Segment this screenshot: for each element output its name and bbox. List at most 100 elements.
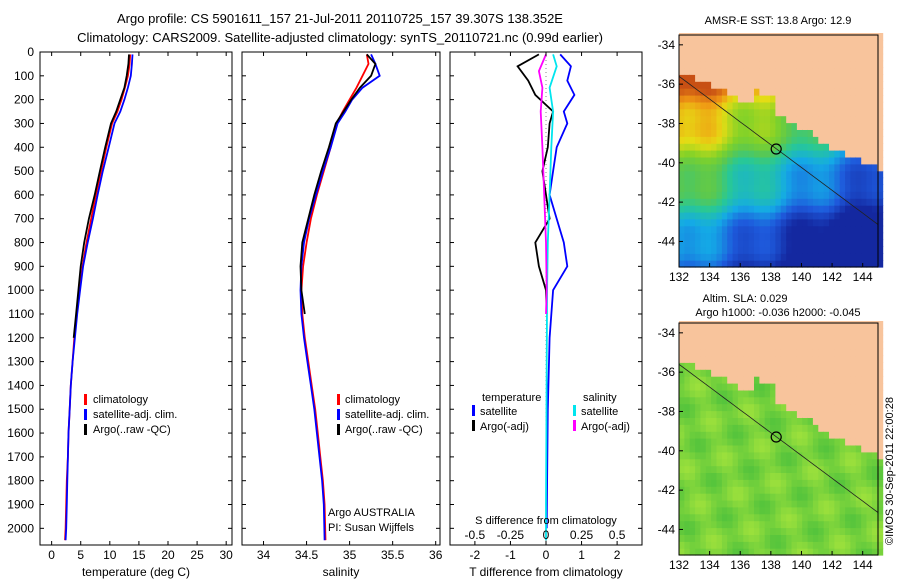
map-cell xyxy=(855,438,862,446)
map-cell xyxy=(759,355,766,363)
map-cell xyxy=(796,334,803,343)
map-cell xyxy=(754,156,760,165)
map-cell xyxy=(796,122,803,130)
map-cell xyxy=(754,369,760,377)
map-cell xyxy=(689,232,696,241)
map-cell xyxy=(866,60,873,69)
map-cell xyxy=(861,81,868,89)
depth-tick-label: 600 xyxy=(14,188,34,202)
map-cell xyxy=(823,53,830,62)
map-cell xyxy=(684,150,691,158)
map-cell xyxy=(855,493,862,501)
map-cell xyxy=(700,170,707,179)
map-cell xyxy=(877,205,884,213)
legend-s-satellite-label: satellite xyxy=(581,406,618,418)
map-cell xyxy=(855,39,862,48)
map-cell xyxy=(732,527,739,535)
map-cell xyxy=(764,156,771,165)
map-cell xyxy=(829,232,835,241)
map-cell xyxy=(737,355,744,363)
map-cell xyxy=(759,101,766,110)
map-cell xyxy=(764,143,771,151)
map-cell xyxy=(721,67,728,75)
map-cell xyxy=(823,355,830,363)
map-cell xyxy=(743,101,750,110)
map-cell xyxy=(705,499,712,508)
map-cell xyxy=(861,101,868,110)
map-cell xyxy=(689,389,696,398)
map-cell xyxy=(802,534,809,542)
map-cell xyxy=(818,150,825,158)
map-cell xyxy=(823,334,830,343)
map-cell xyxy=(796,362,803,370)
map-cell xyxy=(845,88,852,96)
map-cell xyxy=(759,95,766,103)
map-cell xyxy=(732,239,739,247)
map-cell xyxy=(823,156,830,165)
map-cell xyxy=(796,513,803,522)
map-cell xyxy=(743,136,750,144)
map-cell xyxy=(732,67,739,75)
map-cell xyxy=(775,60,782,69)
map-cell xyxy=(791,122,798,130)
map-cell xyxy=(737,239,744,247)
map-cell xyxy=(829,225,835,234)
map-cell xyxy=(877,239,884,247)
map-cell xyxy=(823,101,830,110)
map-cell xyxy=(780,327,787,336)
map-cell xyxy=(802,403,809,412)
map-cell xyxy=(796,424,803,432)
map-cell xyxy=(700,115,707,124)
map-cell xyxy=(732,493,739,501)
map-cell xyxy=(861,383,868,391)
map-cell xyxy=(737,67,744,75)
map-cell xyxy=(748,101,755,110)
map-cell xyxy=(737,431,744,439)
map-cell xyxy=(845,225,852,234)
map-cell xyxy=(705,101,712,110)
map-cell xyxy=(775,253,782,261)
map-cell xyxy=(700,60,707,69)
map-cell xyxy=(845,334,852,343)
map-cell xyxy=(861,376,868,384)
map-cell xyxy=(770,170,777,179)
map-cell xyxy=(796,198,803,206)
map-cell xyxy=(786,321,793,329)
map-cell xyxy=(861,486,868,494)
map-cell xyxy=(754,451,760,460)
map-cell xyxy=(754,355,760,363)
map-cell xyxy=(700,417,707,425)
map-cell xyxy=(796,191,803,199)
map-cell xyxy=(850,479,857,487)
map-cell xyxy=(807,184,814,192)
map-cell xyxy=(818,253,825,261)
map-cell xyxy=(786,198,793,206)
map-cell xyxy=(807,321,814,329)
map-cell xyxy=(850,334,857,343)
map-cell xyxy=(716,458,723,467)
map-cell xyxy=(732,101,739,110)
map-cell xyxy=(807,520,814,529)
map-cell xyxy=(871,33,878,41)
map-cell xyxy=(716,88,723,96)
map-cell xyxy=(839,67,846,75)
map-cell xyxy=(786,115,793,124)
map-cell xyxy=(700,362,707,370)
map-cell xyxy=(743,534,750,542)
map-cell xyxy=(705,60,712,69)
map-cell xyxy=(823,341,830,350)
map-cell xyxy=(737,198,744,206)
map-cell xyxy=(748,424,755,432)
map-cell xyxy=(855,253,862,261)
map-cell xyxy=(775,389,782,398)
map-cell xyxy=(695,376,702,384)
map-cell xyxy=(732,253,739,261)
map-cell xyxy=(812,389,819,398)
legend-s-satellite-swatch xyxy=(573,405,576,416)
sla-map-title: Altim. SLA: 0.029 xyxy=(703,293,788,305)
map-cell xyxy=(807,438,814,446)
map-cell xyxy=(770,81,777,89)
map-cell xyxy=(796,253,803,261)
map-cell xyxy=(866,321,873,329)
map-cell xyxy=(845,465,852,473)
